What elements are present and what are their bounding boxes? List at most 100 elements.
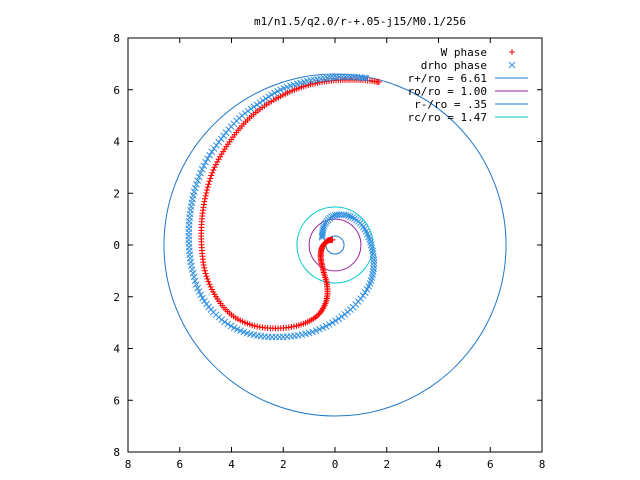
- data-point: [247, 105, 255, 113]
- data-point: [204, 184, 211, 191]
- data-point: [353, 73, 361, 81]
- data-point: [211, 164, 218, 171]
- data-point: [332, 317, 339, 325]
- y-tick-label: 4: [113, 136, 120, 149]
- data-point: [319, 231, 326, 238]
- data-point: [271, 89, 278, 97]
- data-point: [217, 135, 225, 143]
- data-point: [370, 262, 378, 270]
- data-point: [370, 259, 378, 267]
- data-point: [206, 281, 213, 288]
- data-point: [208, 172, 215, 179]
- data-point: [215, 138, 223, 146]
- data-point: [202, 192, 209, 199]
- data-point: [191, 277, 199, 285]
- y-tick-label: 4: [113, 343, 120, 356]
- legend-swatch: [509, 49, 515, 55]
- series-layer: [185, 73, 382, 341]
- reference-circle: [163, 73, 507, 417]
- legend-label: rc/ro = 1.47: [408, 111, 487, 124]
- data-point: [207, 283, 214, 290]
- data-point: [359, 292, 367, 299]
- x-tick-label: 6: [487, 458, 494, 471]
- data-point: [220, 132, 227, 140]
- data-point: [204, 275, 211, 282]
- data-point: [212, 161, 219, 168]
- data-point: [208, 148, 216, 156]
- data-point: [251, 322, 258, 329]
- data-point: [201, 198, 208, 205]
- data-point: [361, 289, 369, 296]
- data-point: [205, 181, 212, 188]
- legend-label: r+/ro = 6.61: [408, 72, 487, 85]
- y-tick-label: 2: [113, 187, 120, 200]
- data-point: [198, 166, 206, 173]
- data-point: [338, 313, 346, 320]
- data-point: [199, 294, 206, 302]
- data-point: [215, 156, 222, 163]
- data-point: [347, 73, 355, 81]
- data-point: [331, 211, 339, 219]
- data-point: [319, 324, 327, 332]
- data-point: [313, 313, 320, 320]
- data-point: [356, 74, 364, 81]
- data-point: [338, 73, 346, 81]
- data-point: [253, 101, 261, 109]
- data-point: [329, 319, 336, 326]
- data-point: [201, 264, 208, 271]
- y-tick-label: 2: [113, 291, 120, 304]
- data-point: [203, 189, 210, 196]
- data-point: [224, 320, 232, 328]
- data-point: [200, 262, 207, 269]
- data-point: [195, 173, 203, 181]
- x-tick-label: 2: [383, 458, 390, 471]
- data-point: [333, 211, 341, 219]
- data-point: [221, 318, 229, 326]
- data-point: [197, 291, 205, 299]
- reference-circles: [163, 73, 507, 417]
- x-tick-label: 0: [332, 458, 339, 471]
- data-point: [336, 73, 343, 81]
- data-point: [265, 93, 273, 101]
- data-point: [370, 256, 378, 264]
- data-point: [250, 103, 258, 111]
- data-point: [268, 91, 275, 99]
- data-point: [217, 153, 224, 160]
- reference-circle: [308, 218, 362, 272]
- data-point: [191, 184, 199, 192]
- x-tick-label: 4: [228, 458, 235, 471]
- data-point: [344, 73, 352, 81]
- data-point: [202, 158, 209, 166]
- data-point: [201, 297, 208, 305]
- y-tick-label: 8: [113, 446, 120, 459]
- data-point: [262, 95, 270, 103]
- legend-label: r-/ro = .35: [414, 98, 487, 111]
- data-point: [189, 269, 197, 277]
- data-point: [316, 325, 323, 333]
- data-point: [202, 195, 209, 202]
- legend-label: ro/ro = 1.00: [408, 85, 487, 98]
- data-point: [321, 220, 329, 228]
- data-point: [335, 315, 343, 323]
- data-point: [208, 286, 215, 293]
- y-tick-label: 8: [113, 32, 120, 45]
- data-point: [347, 213, 354, 220]
- chart-title: m1/n1.5/q2.0/r-+.05-j15/M0.1/256: [254, 15, 466, 28]
- data-point: [325, 321, 333, 328]
- data-point: [358, 74, 366, 82]
- data-point: [318, 232, 326, 240]
- data-point: [329, 212, 337, 220]
- data-point: [206, 178, 213, 185]
- data-point: [214, 158, 221, 165]
- data-point: [201, 267, 208, 274]
- data-point: [312, 327, 320, 334]
- data-point: [370, 265, 377, 273]
- data-point: [207, 175, 214, 182]
- data-point: [194, 284, 202, 292]
- data-point: [318, 233, 326, 241]
- x-tick-label: 8: [125, 458, 132, 471]
- series-plus: [198, 76, 382, 332]
- data-point: [203, 187, 210, 194]
